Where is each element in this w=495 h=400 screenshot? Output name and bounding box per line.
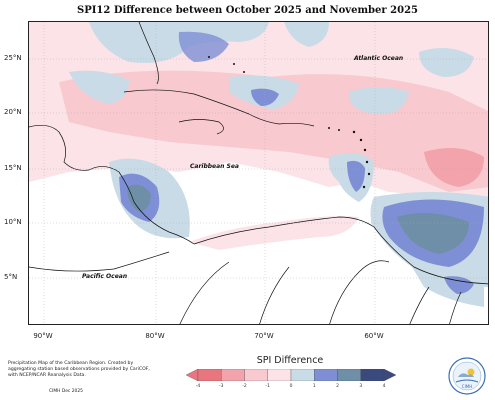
legend-colorbar bbox=[186, 369, 396, 381]
legend-cell bbox=[267, 369, 292, 381]
legend-cell bbox=[360, 369, 385, 381]
cimh-logo-icon: CIMH bbox=[448, 357, 486, 395]
legend-cell bbox=[337, 369, 361, 381]
map-panel bbox=[28, 21, 489, 325]
lat-label-5n: 5°N bbox=[4, 273, 18, 281]
legend-tick-label: 3 bbox=[359, 384, 363, 389]
legend-tick-label: 1 bbox=[312, 384, 316, 389]
legend-tick-label: -3 bbox=[219, 384, 224, 389]
map-caption: Precipitation Map of the Caribbean Regio… bbox=[8, 361, 150, 378]
legend-cell bbox=[197, 369, 222, 381]
lon-label-60w: 60°W bbox=[364, 332, 384, 340]
legend-arrow-low bbox=[186, 369, 199, 381]
legend-tick-label: 4 bbox=[382, 384, 386, 389]
legend-cell bbox=[244, 369, 268, 381]
logo-text: CIMH bbox=[462, 384, 472, 389]
legend-tick-label: -2 bbox=[242, 384, 247, 389]
lon-label-70w: 70°W bbox=[254, 332, 274, 340]
legend-tick-label: 0 bbox=[289, 384, 293, 389]
spi-difference-map bbox=[29, 22, 488, 324]
atlantic-ocean-label: Atlantic Ocean bbox=[354, 55, 404, 62]
legend-tick-label: -1 bbox=[265, 384, 271, 389]
lat-label-10n: 10°N bbox=[4, 218, 22, 226]
legend-title: SPI Difference bbox=[256, 355, 324, 366]
lat-label-15n: 15°N bbox=[4, 164, 22, 172]
legend-cell bbox=[221, 369, 245, 381]
legend-tick-label: 2 bbox=[336, 384, 339, 389]
lat-label-25n: 25°N bbox=[4, 54, 22, 62]
legend-arrow-high bbox=[383, 369, 396, 381]
lat-label-20n: 20°N bbox=[4, 108, 22, 116]
lon-label-90w: 90°W bbox=[33, 332, 53, 340]
caribbean-sea-label: Caribbean Sea bbox=[190, 163, 239, 170]
map-title: SPI12 Difference between October 2025 an… bbox=[77, 5, 418, 16]
pacific-ocean-label: Pacific Ocean bbox=[82, 273, 128, 280]
lon-label-80w: 80°W bbox=[145, 332, 165, 340]
legend-cell bbox=[314, 369, 338, 381]
map-credit: CIMH Dec 2025 bbox=[49, 389, 83, 394]
legend-cell bbox=[290, 369, 315, 381]
legend-tick-label: -4 bbox=[195, 384, 201, 389]
